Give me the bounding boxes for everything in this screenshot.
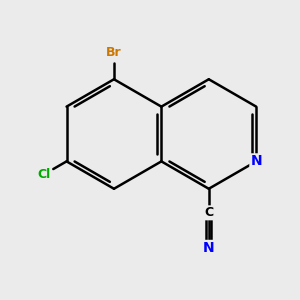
Text: N: N <box>250 154 262 168</box>
Text: N: N <box>203 241 214 255</box>
Text: Cl: Cl <box>37 168 50 181</box>
Text: Br: Br <box>106 46 122 59</box>
Text: C: C <box>204 206 213 219</box>
